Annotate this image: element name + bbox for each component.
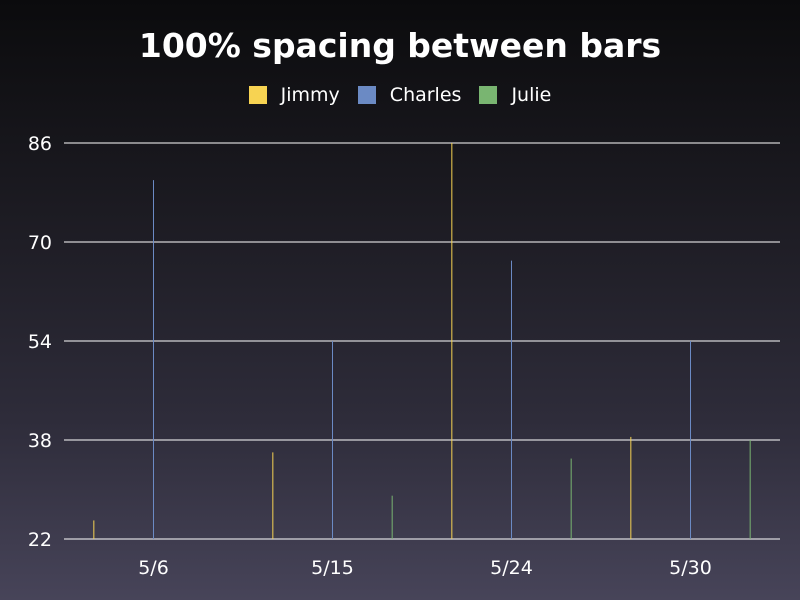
x-tick-label: 5/15 <box>311 557 354 579</box>
legend-swatch-jimmy <box>248 86 267 104</box>
legend-label-julie: Julie <box>511 84 552 106</box>
legend-item-julie[interactable]: Julie <box>479 84 551 106</box>
y-tick-label: 70 <box>28 232 52 254</box>
y-tick-label: 22 <box>28 529 52 551</box>
legend: Jimmy Charles Julie <box>0 84 800 106</box>
x-tick-label: 5/24 <box>490 557 533 579</box>
y-tick-label: 54 <box>28 331 52 353</box>
legend-swatch-julie <box>479 86 498 104</box>
legend-label-charles: Charles <box>389 84 462 106</box>
legend-item-charles[interactable]: Charles <box>357 84 462 106</box>
y-tick-label: 38 <box>28 430 52 452</box>
x-tick-label: 5/6 <box>138 557 169 579</box>
legend-swatch-charles <box>357 86 376 104</box>
legend-label-jimmy: Jimmy <box>280 84 340 106</box>
legend-item-jimmy[interactable]: Jimmy <box>248 84 340 106</box>
y-tick-label: 86 <box>28 133 52 155</box>
chart-title: 100% spacing between bars <box>138 26 662 65</box>
x-tick-label: 5/30 <box>669 557 712 579</box>
